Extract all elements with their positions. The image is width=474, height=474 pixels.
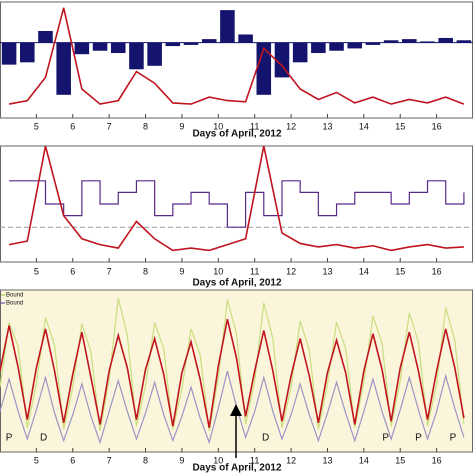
x-tick-label: 6 — [70, 266, 75, 276]
annotation: D — [40, 433, 47, 444]
bar — [347, 42, 363, 49]
bar — [92, 42, 108, 51]
bar — [165, 42, 181, 47]
bar — [201, 39, 217, 43]
x-axis-label: Days of April, 2012 — [192, 278, 282, 289]
bar — [402, 39, 417, 43]
bar — [274, 42, 290, 78]
x-tick-label: 10 — [213, 455, 223, 465]
x-tick-label: 5 — [34, 121, 39, 131]
x-tick-label: 16 — [432, 121, 442, 131]
x-tick-label: 15 — [395, 266, 405, 276]
x-tick-label: 7 — [107, 455, 112, 465]
bar — [420, 41, 435, 43]
bar — [292, 42, 308, 63]
series-line — [0, 370, 465, 445]
annotation: D — [262, 433, 269, 444]
x-tick-label: 16 — [432, 455, 442, 465]
bar — [183, 42, 199, 45]
legend-label: Bound — [6, 293, 23, 299]
series-line — [0, 318, 465, 428]
bar — [110, 42, 126, 54]
x-tick-label: 15 — [395, 455, 405, 465]
series-line — [9, 180, 465, 228]
series-line — [8, 7, 465, 105]
bar — [129, 42, 144, 70]
x-tick-label: 16 — [432, 266, 442, 276]
bar — [238, 34, 253, 43]
bar — [56, 42, 71, 95]
x-tick-label: 9 — [179, 266, 184, 276]
x-tick-label: 14 — [359, 455, 369, 465]
x-tick-label: 5 — [34, 266, 39, 276]
x-tick-label: 6 — [70, 121, 75, 131]
x-tick-label: 15 — [395, 121, 405, 131]
x-tick-label: 9 — [179, 455, 184, 465]
bar — [74, 42, 90, 55]
x-tick-label: 7 — [107, 266, 112, 276]
bar — [38, 31, 53, 43]
x-tick-label: 12 — [286, 266, 296, 276]
bar — [365, 42, 381, 45]
bar — [456, 40, 472, 43]
bar — [20, 42, 35, 63]
plot-area — [0, 1, 473, 119]
x-tick-label: 13 — [322, 455, 332, 465]
bar — [329, 42, 344, 51]
x-tick-label: 5 — [34, 455, 39, 465]
annotation: P — [450, 433, 457, 444]
x-tick-label: 10 — [213, 266, 223, 276]
bar — [383, 40, 399, 43]
bar — [1, 42, 17, 65]
bar — [220, 10, 235, 43]
x-tick-label: 6 — [70, 455, 75, 465]
bar — [438, 37, 453, 43]
x-tick-label: 12 — [286, 121, 296, 131]
x-tick-label: 13 — [322, 266, 332, 276]
bar — [311, 42, 326, 54]
x-tick-label: 8 — [143, 266, 148, 276]
x-axis-label: Days of April, 2012 — [192, 129, 282, 140]
x-tick-label: 11 — [250, 455, 259, 465]
bar — [256, 42, 272, 95]
x-tick-label: 13 — [322, 121, 332, 131]
annotation: P — [6, 433, 13, 444]
x-axis-label: Days of April, 2012 — [192, 463, 282, 474]
x-tick-label: 14 — [359, 121, 369, 131]
legend-label: Bound — [6, 301, 23, 307]
x-tick-label: 10 — [213, 121, 223, 131]
x-tick-label: 8 — [143, 455, 148, 465]
x-tick-label: 8 — [143, 121, 148, 131]
x-tick-label: 11 — [250, 266, 259, 276]
x-tick-label: 7 — [107, 121, 112, 131]
series-line — [8, 146, 464, 252]
x-tick-label: 11 — [250, 121, 259, 131]
x-tick-label: 9 — [179, 121, 184, 131]
x-tick-label: 14 — [359, 266, 369, 276]
bar — [147, 42, 162, 66]
annotation: P — [415, 433, 422, 444]
x-tick-label: 12 — [286, 455, 296, 465]
annotation: P — [382, 433, 389, 444]
